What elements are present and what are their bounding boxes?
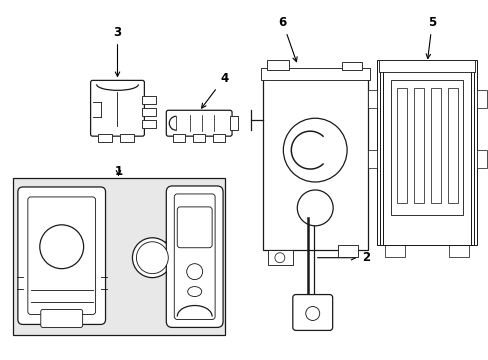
Circle shape bbox=[132, 238, 172, 278]
Bar bbox=[447, 88, 457, 203]
Bar bbox=[263, 78, 367, 250]
Bar bbox=[337, 245, 357, 257]
Bar bbox=[142, 108, 156, 116]
FancyBboxPatch shape bbox=[166, 186, 223, 328]
Circle shape bbox=[274, 253, 285, 263]
Bar bbox=[367, 150, 377, 168]
Bar bbox=[367, 90, 377, 108]
FancyBboxPatch shape bbox=[174, 194, 215, 319]
Circle shape bbox=[186, 264, 202, 280]
Bar bbox=[476, 150, 486, 168]
Text: 6: 6 bbox=[278, 16, 297, 62]
Text: 4: 4 bbox=[201, 72, 228, 108]
Bar bbox=[98, 134, 111, 142]
Bar bbox=[379, 60, 474, 72]
FancyBboxPatch shape bbox=[177, 207, 212, 248]
Text: 3: 3 bbox=[113, 26, 122, 76]
FancyBboxPatch shape bbox=[292, 294, 332, 330]
Bar bbox=[383, 67, 470, 245]
Bar bbox=[173, 134, 185, 142]
Text: 5: 5 bbox=[425, 16, 435, 58]
Bar bbox=[377, 60, 476, 245]
Circle shape bbox=[136, 242, 168, 274]
Bar bbox=[390, 80, 462, 215]
Bar bbox=[120, 134, 134, 142]
Text: 2: 2 bbox=[317, 251, 370, 264]
Bar bbox=[397, 88, 407, 203]
Bar bbox=[229, 116, 238, 130]
Circle shape bbox=[297, 190, 332, 226]
Bar bbox=[476, 90, 486, 108]
Bar bbox=[13, 178, 224, 336]
Circle shape bbox=[283, 118, 346, 182]
Circle shape bbox=[305, 306, 319, 320]
Bar bbox=[430, 88, 440, 203]
Ellipse shape bbox=[187, 287, 201, 297]
Bar bbox=[385, 245, 405, 257]
Bar bbox=[193, 134, 205, 142]
FancyBboxPatch shape bbox=[18, 187, 105, 324]
Bar bbox=[261, 68, 369, 80]
Bar bbox=[341, 62, 361, 71]
Bar bbox=[380, 63, 473, 245]
Circle shape bbox=[40, 225, 83, 269]
Bar bbox=[142, 120, 156, 128]
FancyBboxPatch shape bbox=[28, 197, 95, 315]
Bar bbox=[413, 88, 424, 203]
FancyBboxPatch shape bbox=[41, 310, 82, 328]
FancyBboxPatch shape bbox=[90, 80, 144, 136]
Bar bbox=[448, 245, 468, 257]
FancyBboxPatch shape bbox=[166, 110, 232, 136]
Bar bbox=[267, 250, 292, 265]
Bar bbox=[142, 96, 156, 104]
Text: 7: 7 bbox=[165, 217, 192, 243]
Text: 1: 1 bbox=[114, 165, 122, 177]
Bar bbox=[213, 134, 224, 142]
Bar bbox=[266, 60, 288, 71]
